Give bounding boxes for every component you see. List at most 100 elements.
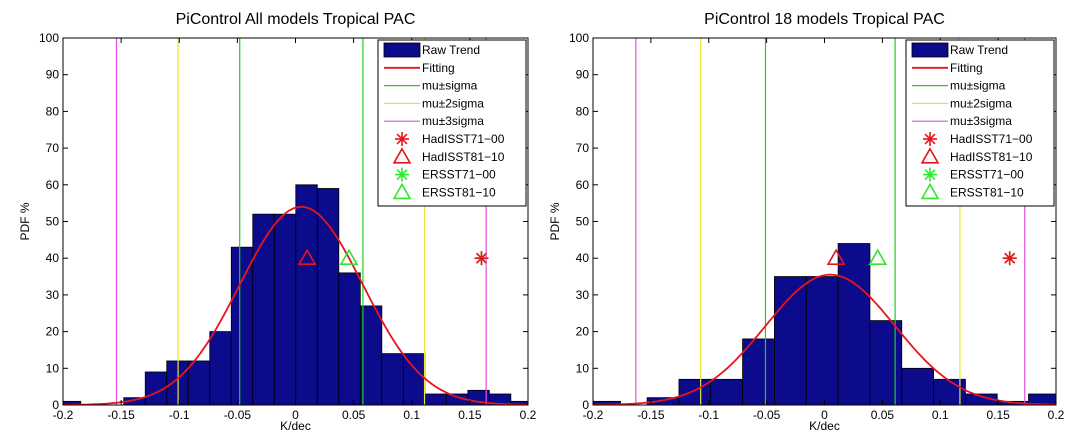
histogram-bar [901, 367, 934, 405]
x-tick-label: 0.05 [871, 408, 895, 422]
chart-panel-2 [592, 37, 1057, 406]
histogram-bar [273, 213, 297, 405]
x-tick-label: 0.15 [986, 408, 1010, 422]
hadisst81-marker [297, 248, 317, 266]
plot-area [63, 38, 528, 405]
y-tick-label: 0 [582, 398, 589, 412]
histogram-bar [933, 378, 966, 405]
y-tick-label: 40 [576, 251, 590, 265]
legend-label: ERSST81−10 [950, 185, 1024, 199]
histogram-bar [837, 243, 871, 405]
y-tick-label: 100 [569, 31, 589, 45]
histogram-bar [209, 331, 232, 405]
legend-label: mu±sigma [422, 79, 478, 93]
histogram-bar [424, 393, 447, 405]
y-tick-label: 80 [46, 104, 60, 118]
x-tick-label: -0.15 [107, 408, 135, 422]
y-tick-label: 90 [576, 68, 590, 82]
x-tick-label: 0 [292, 408, 299, 422]
legend-swatch-bar [383, 42, 421, 58]
chart-title: PiControl All models Tropical PAC [176, 11, 416, 28]
histogram-bar [316, 188, 340, 405]
y-tick-label: 60 [46, 178, 60, 192]
histogram-bar [774, 276, 807, 405]
x-tick-label: 0.2 [520, 408, 537, 422]
x-tick-label: 0.1 [932, 408, 949, 422]
legend-swatch-star [395, 167, 409, 182]
y-tick-label: 70 [46, 141, 60, 155]
y-tick-label: 60 [576, 178, 590, 192]
legend-label: mu±3sigma [422, 114, 484, 128]
hadisst71-marker [474, 251, 489, 266]
y-tick-label: 70 [576, 141, 590, 155]
x-tick-label: -0.1 [169, 408, 190, 422]
hadisst81-marker [826, 248, 846, 266]
histogram-bar [338, 272, 361, 405]
x-tick-label: -0.15 [637, 408, 665, 422]
legend-label: mu±2sigma [422, 96, 484, 110]
legend-label: ERSST81−10 [422, 185, 496, 199]
legend-label: HadISST81−10 [950, 150, 1033, 164]
x-axis-label: K/dec [809, 419, 840, 433]
fitting-curve [63, 206, 528, 405]
x-tick-label: 0.1 [403, 408, 420, 422]
histogram-bar [402, 353, 426, 405]
histogram-bar [252, 213, 275, 405]
y-tick-label: 0 [52, 398, 59, 412]
histogram-bar [295, 184, 318, 405]
y-tick-label: 20 [46, 325, 60, 339]
y-tick-label: 80 [576, 104, 590, 118]
histogram-bar [381, 353, 404, 405]
x-tick-label: -0.05 [753, 408, 781, 422]
y-tick-label: 30 [576, 288, 590, 302]
legend-label: ERSST71−00 [950, 168, 1024, 182]
x-tick-label: -0.2 [53, 408, 74, 422]
x-tick-label: 0 [821, 408, 828, 422]
y-tick-label: 100 [39, 31, 59, 45]
legend-swatch-triangle [392, 182, 412, 200]
ersst81-marker [339, 248, 359, 266]
legend-label: Raw Trend [422, 43, 480, 57]
legend-label: mu±3sigma [950, 114, 1012, 128]
histogram-bar [359, 305, 383, 405]
histogram-bar [230, 246, 254, 405]
legend-swatch-bar [911, 42, 949, 58]
y-tick-label: 40 [46, 251, 60, 265]
y-tick-label: 50 [576, 215, 590, 229]
legend-swatch-triangle [920, 182, 940, 200]
x-tick-label: 0.15 [458, 408, 482, 422]
y-axis-label: PDF % [548, 202, 562, 240]
legend-swatch-triangle [392, 147, 412, 164]
x-tick-label: -0.05 [224, 408, 252, 422]
legend-label: HadISST71−00 [422, 132, 505, 146]
x-tick-label: -0.2 [583, 408, 604, 422]
x-axis-label: K/dec [280, 419, 311, 433]
y-tick-label: 20 [576, 325, 590, 339]
legend-label: mu±2sigma [950, 96, 1012, 110]
y-tick-label: 10 [576, 361, 590, 375]
legend-label: Fitting [950, 61, 983, 75]
legend-swatch-star [923, 167, 937, 182]
chart-panel-1 [62, 37, 529, 406]
plot-area [593, 38, 1056, 405]
ersst81-marker [868, 248, 888, 266]
fitting-curve [593, 273, 1056, 405]
histogram-bar [869, 320, 903, 405]
legend-swatch-star [923, 132, 937, 146]
legend-label: ERSST71−00 [422, 168, 496, 182]
x-tick-label: 0.05 [342, 408, 366, 422]
x-tick-label: -0.1 [698, 408, 719, 422]
legend-label: HadISST81−10 [422, 150, 505, 164]
legend-swatch-triangle [920, 147, 940, 164]
legend-label: mu±sigma [950, 79, 1006, 93]
histogram-bar [710, 378, 744, 405]
histogram-bar [805, 276, 839, 405]
legend-swatch-star [395, 132, 409, 146]
y-axis-label: PDF % [18, 202, 32, 240]
hadisst71-marker [1002, 251, 1017, 266]
chart-title: PiControl 18 models Tropical PAC [704, 11, 945, 28]
legend-label: Raw Trend [950, 43, 1008, 57]
y-tick-label: 50 [46, 215, 60, 229]
y-tick-label: 30 [46, 288, 60, 302]
